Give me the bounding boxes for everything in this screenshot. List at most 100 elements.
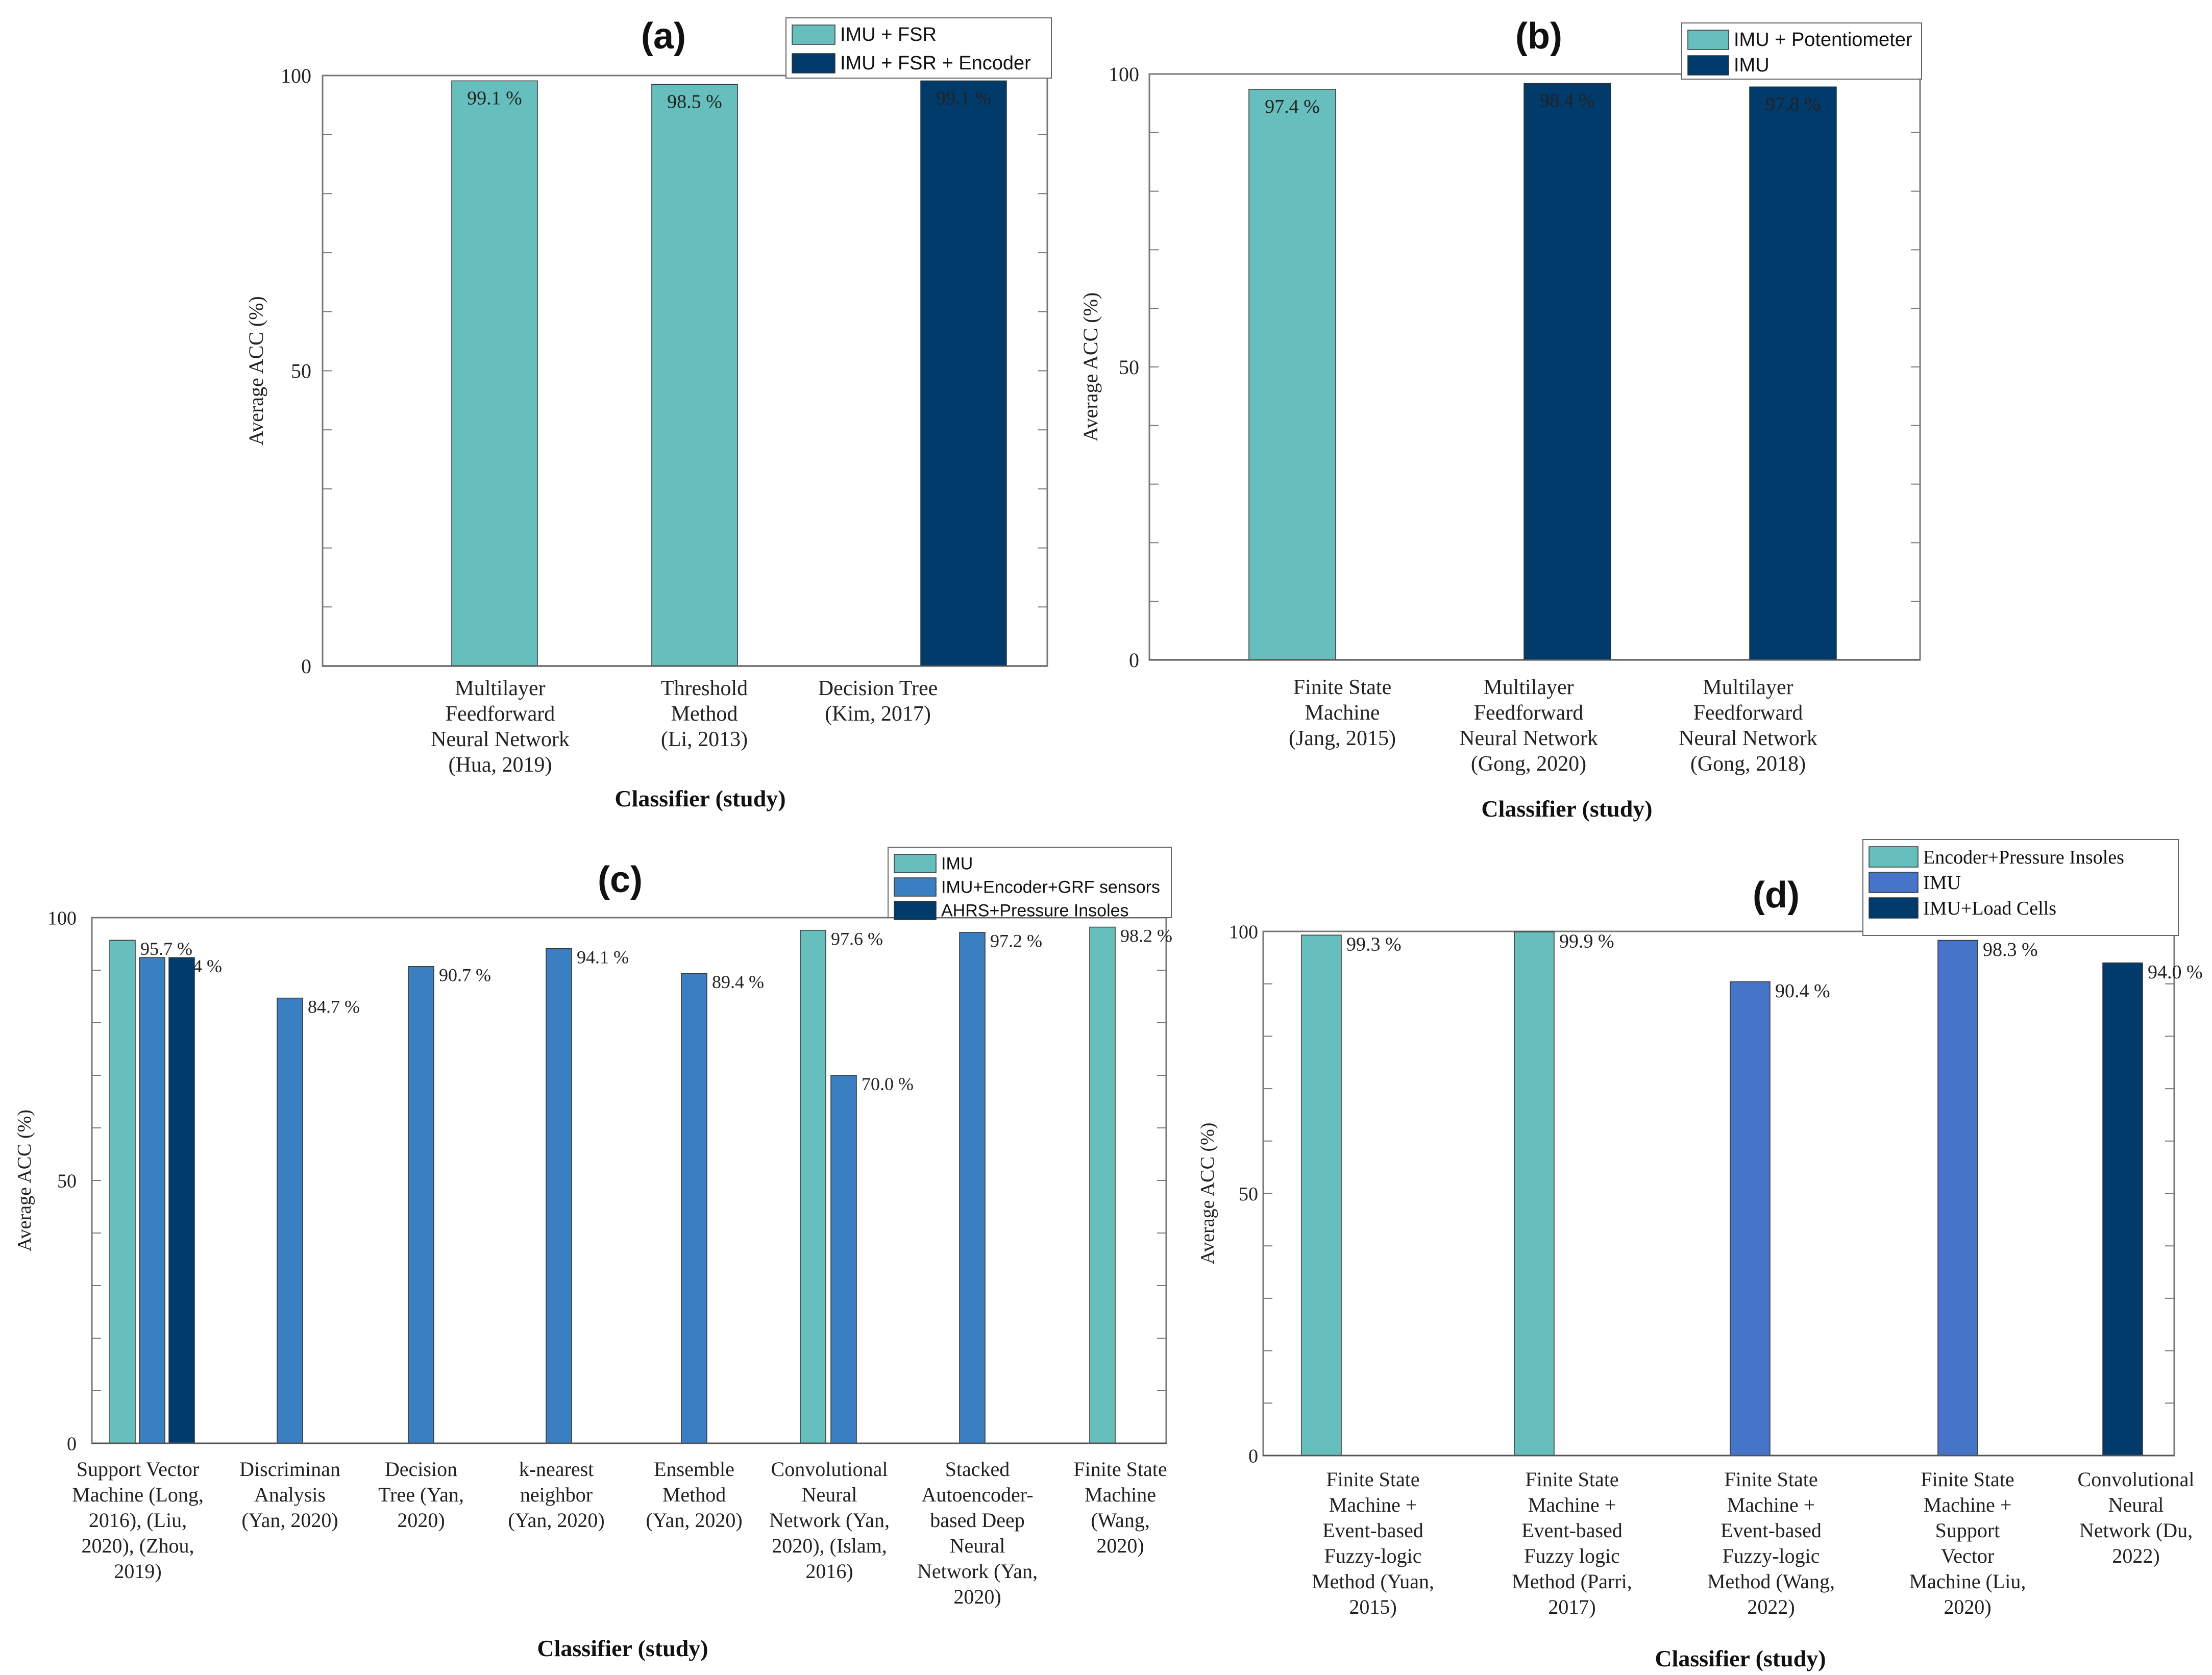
x-tick-label-line: Neural Network	[1459, 727, 1598, 750]
panel-title: (c)	[598, 859, 643, 900]
x-tick-label-line: 2016), (Liu,	[89, 1509, 187, 1532]
legend-swatch	[894, 877, 937, 897]
x-tick-label-line: Method (Wang,	[1707, 1570, 1835, 1593]
x-tick-label-line: Vector	[1941, 1544, 1994, 1567]
x-tick-label-line: Feedforward	[1474, 701, 1584, 725]
y-tick-label: 0	[301, 655, 311, 678]
x-tick-label: Threshold Method (Li, 2013)	[661, 677, 748, 751]
x-tick-label-line: Event-based	[1322, 1519, 1423, 1542]
x-tick-label-line: Finite State	[1525, 1468, 1618, 1491]
x-tick-label: Finite State Machine (Jang, 2015)	[1289, 676, 1396, 750]
x-tick-label-line: Neural	[950, 1534, 1005, 1557]
x-tick-label-line: Fuzzy logic	[1524, 1544, 1620, 1567]
legend: IMU + Potentiometer IMU	[1681, 22, 1922, 80]
data-label: 98.5 %	[667, 91, 722, 112]
y-tick-label: 100	[281, 64, 311, 87]
bar	[1089, 926, 1116, 1444]
y-tick-label: 50	[291, 360, 311, 383]
legend: Encoder+Pressure Insoles IMU IMU+Load Cell…	[1862, 839, 2179, 936]
data-label: 97.8 %	[1765, 93, 1821, 115]
legend-label: AHRS+Pressure Insoles	[941, 901, 1129, 921]
x-tick-label: Decision Tree (Yan, 2020)	[378, 1458, 464, 1532]
chart-panel-2: 0 50 100 Average ACC (%) (b) 97.4 % 98.4 % 97.8…	[1079, 16, 1922, 822]
x-tick-label-line: k-nearest	[519, 1458, 594, 1481]
x-tick-label: Finite State Machine + Event-based Fuzzy lo…	[1512, 1468, 1632, 1618]
bar	[1514, 931, 1555, 1456]
data-label: 99.9 %	[1559, 930, 1614, 952]
panel-title: (a)	[641, 16, 686, 57]
x-tick-label-line: Finite State	[1724, 1468, 1817, 1491]
x-tick-label-line: Network (Du,	[2079, 1519, 2193, 1542]
x-tick-label-line: 2020), (Zhou,	[81, 1534, 194, 1557]
x-tick-label-line: Network (Yan,	[769, 1509, 890, 1532]
x-tick-label-line: Tree (Yan,	[378, 1483, 464, 1506]
x-tick-label-line: Support Vector	[77, 1458, 199, 1481]
x-tick-label-line: Support	[1935, 1519, 2000, 1542]
legend-swatch	[894, 854, 937, 873]
legend-label: Encoder+Pressure Insoles	[1923, 847, 2124, 868]
x-tick-label-line: (Gong, 2018)	[1690, 752, 1806, 776]
x-tick-label-line: Neural	[802, 1483, 857, 1506]
x-tick-label-line: Machine	[1305, 701, 1380, 725]
x-tick-label-line: 2022)	[2112, 1544, 2159, 1567]
x-tick-label: Stacked Autoencoder-based Deep Neural Netwo…	[917, 1458, 1038, 1608]
legend: IMU IMU+Encoder+GRF sensors AHRS+Pressure …	[888, 847, 1172, 921]
bar	[681, 973, 707, 1444]
legend-label: IMU + FSR	[840, 24, 937, 45]
data-label: 94.0 %	[2148, 962, 2203, 983]
x-tick-label: Ensemble Method (Yan, 2020)	[646, 1458, 742, 1532]
x-tick-label-line: Event-based	[1721, 1519, 1822, 1542]
legend-label: IMU+Load Cells	[1923, 898, 2056, 919]
x-tick-label-line: 2020)	[953, 1585, 1001, 1608]
x-tick-label: Multilayer Feedforward Neural Network (Hua,…	[431, 677, 570, 777]
legend-label: IMU+Encoder+GRF sensors	[941, 878, 1160, 897]
x-tick-label: Multilayer Feedforward Neural Network (Gong…	[1459, 676, 1598, 776]
bar	[1730, 981, 1771, 1456]
bar	[800, 929, 826, 1444]
bar	[1248, 89, 1336, 660]
bar	[139, 957, 165, 1444]
legend-swatch	[792, 53, 835, 73]
x-tick-label-line: Finite State	[1293, 676, 1392, 699]
data-label: 90.7 %	[439, 965, 491, 986]
x-tick-label-line: 2017)	[1548, 1595, 1595, 1618]
data-label: 98.2 %	[1120, 925, 1172, 946]
legend-swatch	[792, 24, 835, 45]
bar	[1749, 86, 1837, 660]
x-tick-label-line: Machine (Long,	[72, 1483, 204, 1506]
x-tick-label-line: (Jang, 2015)	[1289, 727, 1396, 750]
x-tick-label: k-nearest neighbor (Yan, 2020)	[508, 1458, 604, 1532]
x-tick-label-line: Decision	[385, 1458, 457, 1481]
x-tick-label: Finite State Machine + Event-based Fuzzy-lo…	[1707, 1468, 1835, 1618]
x-tick-label-line: Method (Yuan,	[1312, 1570, 1434, 1593]
x-tick-label-line: Fuzzy-logic	[1324, 1544, 1421, 1567]
x-tick-label-line: Convolutional	[2078, 1468, 2195, 1491]
plot-area	[91, 917, 1167, 1444]
x-tick-label-line: Machine +	[1727, 1493, 1815, 1516]
x-tick-label-line: 2016)	[805, 1560, 853, 1583]
x-tick-label-line: neighbor	[520, 1483, 593, 1506]
y-tick-label: 0	[1248, 1445, 1258, 1467]
bar	[109, 940, 136, 1444]
legend-label: IMU	[941, 854, 973, 874]
x-tick-label: Multilayer Feedforward Neural Network (Gong…	[1679, 676, 1817, 776]
x-tick-label-line: Autoencoder-	[921, 1483, 1033, 1506]
y-tick-label: 50	[57, 1170, 77, 1192]
y-axis-label: Average ACC (%)	[1197, 1123, 1218, 1265]
x-axis-label: Classifier (study)	[1481, 796, 1652, 822]
x-tick-label-line: Discriminan	[239, 1458, 340, 1481]
data-label: 97.2 %	[990, 931, 1042, 951]
y-tick-label: 100	[1109, 63, 1139, 86]
x-tick-label-line: Neural Network	[1679, 727, 1817, 750]
x-tick-label-line: Finite State	[1073, 1458, 1167, 1481]
x-tick-label-line: (Yan, 2020)	[241, 1509, 338, 1532]
x-tick-label-line: Multilayer	[1703, 676, 1793, 699]
x-tick-label-line: Analysis	[254, 1483, 326, 1506]
data-label: 99.1 %	[936, 87, 991, 109]
bar	[168, 957, 195, 1444]
x-axis-label: Classifier (study)	[615, 785, 785, 811]
x-tick-label-line: Feedforward	[446, 702, 555, 726]
plot-area	[1262, 930, 2175, 1457]
data-label: 94.1 %	[577, 947, 629, 968]
x-tick-label-line: (Yan, 2020)	[646, 1509, 742, 1532]
